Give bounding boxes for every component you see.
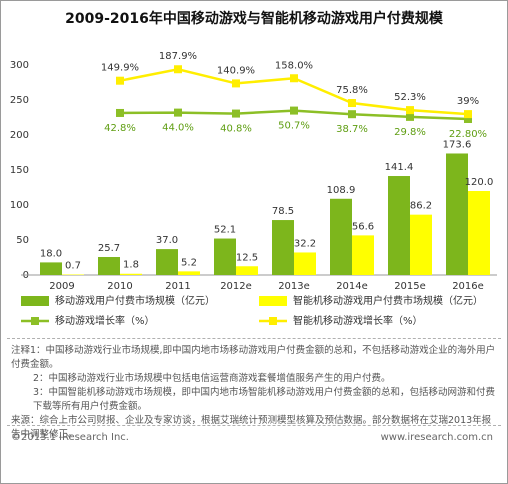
legend-label: 智能机移动游戏用户付费市场规模（亿元）: [293, 294, 483, 307]
legend-label: 移动游戏用户付费市场规模（亿元）: [55, 294, 215, 307]
bar: [330, 198, 352, 275]
line-marker: [464, 110, 472, 119]
bar: [446, 153, 468, 275]
line-marker: [406, 106, 414, 115]
chart-title: 2009-2016年中国移动游戏与智能机移动游戏用户付费规模: [65, 10, 444, 27]
bar-label: 12.5: [236, 252, 258, 263]
line-label: 22.80%: [449, 129, 487, 140]
line-label: 140.9%: [217, 65, 255, 76]
footer: ©2013.1 iResearch Inc. www.iresearch.com…: [11, 432, 493, 443]
bar: [98, 257, 120, 275]
note: 注释1：中国移动游戏行业市场规模,即中国内地市场移动游戏用户付费金额的总和，不包…: [11, 345, 496, 370]
separator: [7, 338, 501, 339]
legend-swatch: [21, 296, 49, 306]
x-tick-label: 2015e: [394, 281, 426, 292]
bar-label: 108.9: [327, 185, 356, 196]
bar-label: 25.7: [98, 243, 120, 254]
legend-label: 移动游戏增长率（%）: [55, 314, 155, 327]
line-marker: [464, 114, 472, 123]
bar: [388, 176, 410, 275]
line-marker: [290, 106, 298, 115]
line-marker: [174, 65, 182, 74]
legend-label: 智能机移动游戏增长率（%）: [293, 314, 423, 327]
line-marker: [406, 112, 414, 121]
bar: [214, 238, 236, 275]
line-marker: [116, 76, 124, 85]
bar: [156, 249, 178, 275]
website: www.iresearch.com.cn: [380, 432, 493, 443]
bar-label: 173.6: [443, 139, 472, 150]
line-label: 29.8%: [394, 127, 426, 138]
bar-label: 52.1: [214, 225, 236, 236]
bar-label: 78.5: [272, 206, 294, 217]
bar-label: 0.7: [65, 261, 81, 272]
line-label: 52.3%: [394, 92, 426, 103]
bar: [294, 252, 316, 275]
separator: [7, 425, 501, 426]
y-tick-label: 150: [10, 165, 29, 176]
y-tick-label: 250: [10, 95, 29, 106]
bar-label: 56.6: [352, 221, 374, 232]
line-label: 158.0%: [275, 60, 313, 71]
note: 2：中国移动游戏行业市场规模中包括电信运营商游戏套餐增值服务产生的用户付费。: [33, 373, 391, 384]
line-label: 187.9%: [159, 51, 197, 62]
x-tick-label: 2012e: [220, 281, 252, 292]
y-tick-label: 300: [10, 60, 29, 71]
line-label: 50.7%: [278, 121, 310, 132]
line-marker: [348, 99, 356, 108]
line-label: 40.8%: [220, 124, 252, 135]
y-tick-label: 200: [10, 130, 29, 141]
line-marker: [348, 110, 356, 119]
legend-swatch: [31, 317, 39, 325]
line-marker: [174, 108, 182, 117]
bar-label: 1.8: [123, 260, 139, 271]
bar: [272, 220, 294, 275]
bar-label: 37.0: [156, 235, 178, 246]
line-marker: [232, 109, 240, 118]
line-label: 42.8%: [104, 123, 136, 134]
bar: [236, 266, 258, 275]
y-tick-label: 100: [10, 200, 29, 211]
bar: [178, 271, 200, 275]
line-label: 44.0%: [162, 123, 194, 134]
line-label: 38.7%: [336, 124, 368, 135]
notes: 注释1：中国移动游戏行业市场规模,即中国内地市场移动游戏用户付费金额的总和，不包…: [11, 344, 497, 442]
bar: [40, 262, 62, 275]
line-label: 75.8%: [336, 85, 368, 96]
note: 3：中国智能机移动游戏市场规模，即中国内地市场智能机移动游戏用户付费金额的总和，…: [33, 387, 496, 412]
legend-swatch: [259, 296, 287, 306]
line-label: 39%: [457, 96, 479, 107]
line-marker: [290, 74, 298, 83]
bar: [120, 273, 142, 275]
bar-label: 18.0: [40, 248, 62, 259]
x-tick-label: 2016e: [452, 281, 484, 292]
bar-label: 32.2: [294, 238, 316, 249]
x-tick-label: 2014e: [336, 281, 368, 292]
line-label: 149.9%: [101, 63, 139, 74]
line-marker: [116, 108, 124, 117]
bar: [352, 235, 374, 275]
chart: 2009-2016年中国移动游戏与智能机移动游戏用户付费规模 050100150…: [10, 10, 497, 327]
x-tick-label: 2009: [49, 281, 74, 292]
bar: [468, 191, 490, 275]
bar-label: 5.2: [181, 257, 197, 268]
legend-swatch: [269, 317, 277, 325]
y-tick-label: 50: [16, 235, 29, 246]
bar-label: 120.0: [465, 177, 494, 188]
bar: [410, 214, 432, 275]
source: 来源：综合上市公司财报、企业及专家访谈，根据艾瑞统计预测模型核算及预估数据。部分…: [11, 415, 492, 440]
bar-label: 86.2: [410, 201, 432, 212]
x-tick-label: 2011: [165, 281, 190, 292]
bar-label: 141.4: [385, 162, 414, 173]
line-marker: [232, 79, 240, 88]
copyright: ©2013.1 iResearch Inc.: [11, 432, 129, 443]
x-tick-label: 2010: [107, 281, 132, 292]
x-tick-label: 2013e: [278, 281, 310, 292]
